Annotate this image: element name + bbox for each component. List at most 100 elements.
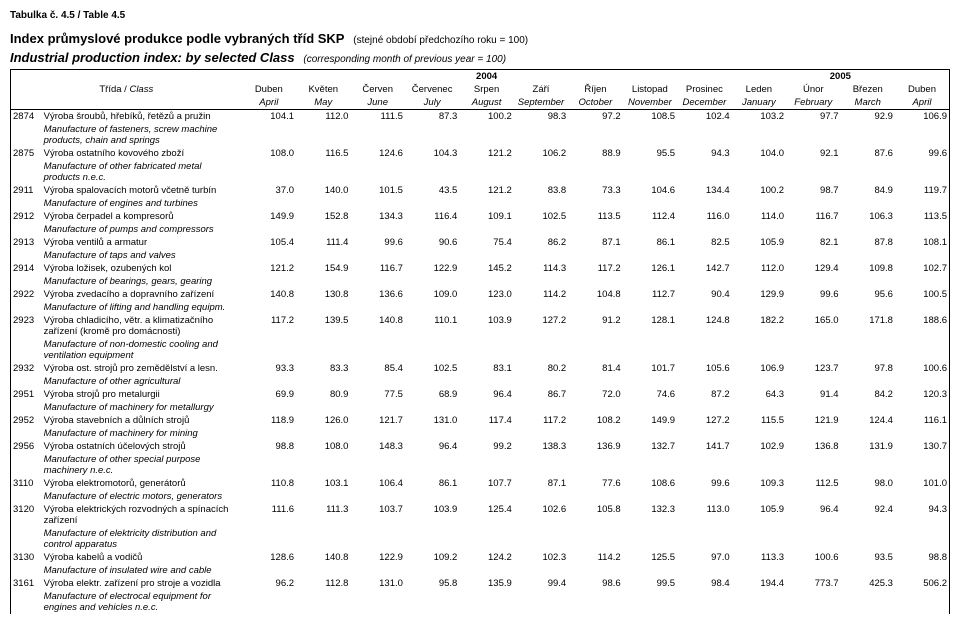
cell-value: 425.3 bbox=[841, 577, 895, 590]
cell-blank bbox=[568, 527, 622, 551]
cell-blank bbox=[568, 453, 622, 477]
cell-blank bbox=[405, 123, 459, 147]
cell-blank bbox=[296, 223, 350, 236]
cell-blank bbox=[514, 590, 568, 614]
row-desc-cz: Výroba ostatního kovového zboží bbox=[42, 147, 242, 160]
cell-blank bbox=[459, 249, 513, 262]
cell-blank bbox=[296, 301, 350, 314]
cell-value: 87.3 bbox=[405, 110, 459, 124]
cell-blank bbox=[786, 590, 840, 614]
cell-blank bbox=[350, 338, 404, 362]
cell-blank bbox=[405, 564, 459, 577]
month-en: May bbox=[296, 96, 350, 110]
cell-blank bbox=[405, 338, 459, 362]
cell-value: 109.0 bbox=[405, 288, 459, 301]
row-desc-cz: Výroba elektromotorů, generátorů bbox=[42, 477, 242, 490]
cell-blank bbox=[350, 401, 404, 414]
cell-blank bbox=[895, 123, 950, 147]
cell-blank bbox=[623, 123, 677, 147]
month-en: September bbox=[514, 96, 568, 110]
cell-blank bbox=[459, 375, 513, 388]
cell-value: 111.6 bbox=[242, 503, 296, 527]
cell-blank bbox=[459, 564, 513, 577]
cell-blank bbox=[841, 275, 895, 288]
cell-value: 182.2 bbox=[732, 314, 786, 338]
cell-blank bbox=[677, 401, 732, 414]
cell-value: 102.5 bbox=[514, 210, 568, 223]
cell-value: 112.0 bbox=[732, 262, 786, 275]
cell-value: 124.8 bbox=[677, 314, 732, 338]
cell-value: 136.6 bbox=[350, 288, 404, 301]
cell-blank bbox=[242, 490, 296, 503]
cell-value: 100.5 bbox=[895, 288, 950, 301]
cell-blank bbox=[405, 453, 459, 477]
row-desc-en: Manufacture of other special purpose mac… bbox=[42, 453, 242, 477]
cell-blank bbox=[786, 275, 840, 288]
row-desc-cz: Výroba zvedacího a dopravního zařízení bbox=[42, 288, 242, 301]
cell-value: 101.7 bbox=[623, 362, 677, 375]
cell-blank bbox=[350, 375, 404, 388]
row-desc-en: Manufacture of electrocal equipment for … bbox=[42, 590, 242, 614]
cell-value: 43.5 bbox=[405, 184, 459, 197]
cell-blank bbox=[841, 590, 895, 614]
cell-value: 126.0 bbox=[296, 414, 350, 427]
cell-value: 101.0 bbox=[895, 477, 950, 490]
row-desc-cz: Výroba chladicího, větr. a klimatizačníh… bbox=[42, 314, 242, 338]
cell-blank bbox=[296, 160, 350, 184]
cell-blank bbox=[732, 123, 786, 147]
month-en: July bbox=[405, 96, 459, 110]
cell-blank bbox=[677, 197, 732, 210]
cell-value: 149.9 bbox=[623, 414, 677, 427]
cell-value: 104.0 bbox=[732, 147, 786, 160]
cell-value: 100.6 bbox=[786, 551, 840, 564]
cell-value: 99.6 bbox=[786, 288, 840, 301]
cell-blank bbox=[459, 427, 513, 440]
cell-blank bbox=[242, 527, 296, 551]
cell-value: 112.0 bbox=[296, 110, 350, 124]
cell-value: 90.4 bbox=[677, 288, 732, 301]
cell-blank bbox=[568, 490, 622, 503]
cell-blank bbox=[459, 453, 513, 477]
cell-blank bbox=[296, 375, 350, 388]
row-desc-cz: Výroba stavebních a důlních strojů bbox=[42, 414, 242, 427]
cell-value: 114.3 bbox=[514, 262, 568, 275]
cell-value: 106.2 bbox=[514, 147, 568, 160]
cell-blank bbox=[732, 249, 786, 262]
cell-value: 87.2 bbox=[677, 388, 732, 401]
cell-value: 108.0 bbox=[296, 440, 350, 453]
cell-value: 97.7 bbox=[786, 110, 840, 124]
cell-value: 84.2 bbox=[841, 388, 895, 401]
cell-blank bbox=[895, 375, 950, 388]
cell-value: 110.1 bbox=[405, 314, 459, 338]
cell-value: 116.4 bbox=[405, 210, 459, 223]
month-cz: Červenec bbox=[405, 83, 459, 96]
cell-blank bbox=[242, 401, 296, 414]
row-desc-cz: Výroba kabelů a vodičů bbox=[42, 551, 242, 564]
cell-blank bbox=[242, 301, 296, 314]
month-en: December bbox=[677, 96, 732, 110]
cell-blank bbox=[677, 564, 732, 577]
cell-blank bbox=[623, 197, 677, 210]
month-en: January bbox=[732, 96, 786, 110]
cell-value: 98.8 bbox=[895, 551, 950, 564]
cell-value: 773.7 bbox=[786, 577, 840, 590]
row-desc-en: Manufacture of pumps and compressors bbox=[42, 223, 242, 236]
cell-value: 101.5 bbox=[350, 184, 404, 197]
cell-value: 122.9 bbox=[350, 551, 404, 564]
cell-blank bbox=[405, 375, 459, 388]
cell-value: 125.5 bbox=[623, 551, 677, 564]
cell-value: 128.1 bbox=[623, 314, 677, 338]
cell-value: 105.9 bbox=[732, 503, 786, 527]
cell-blank bbox=[623, 223, 677, 236]
cell-value: 92.4 bbox=[841, 503, 895, 527]
cell-value: 98.3 bbox=[514, 110, 568, 124]
cell-blank bbox=[405, 427, 459, 440]
cell-value: 148.3 bbox=[350, 440, 404, 453]
cell-blank bbox=[459, 401, 513, 414]
cell-blank bbox=[895, 453, 950, 477]
cell-value: 102.5 bbox=[405, 362, 459, 375]
cell-value: 129.9 bbox=[732, 288, 786, 301]
cell-value: 94.3 bbox=[895, 503, 950, 527]
cell-value: 131.0 bbox=[350, 577, 404, 590]
cell-value: 87.8 bbox=[841, 236, 895, 249]
